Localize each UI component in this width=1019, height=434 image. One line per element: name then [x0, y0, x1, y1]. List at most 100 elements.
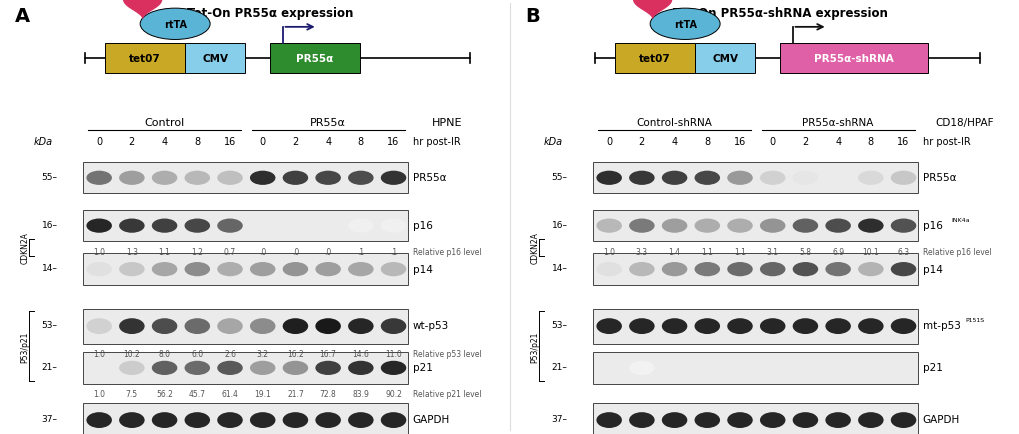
- Ellipse shape: [154, 177, 175, 184]
- Text: 11.0: 11.0: [385, 349, 401, 358]
- Bar: [592, 309, 917, 344]
- Text: 2: 2: [638, 137, 644, 147]
- Ellipse shape: [380, 171, 406, 185]
- Ellipse shape: [282, 319, 308, 334]
- Text: PR55α: PR55α: [921, 173, 955, 183]
- Ellipse shape: [794, 268, 815, 275]
- Text: Tet-On PR55α expression: Tet-On PR55α expression: [186, 7, 353, 20]
- Ellipse shape: [729, 418, 750, 427]
- Ellipse shape: [661, 219, 687, 233]
- Ellipse shape: [184, 171, 210, 185]
- Ellipse shape: [282, 412, 308, 428]
- Ellipse shape: [696, 418, 717, 427]
- Ellipse shape: [857, 319, 882, 334]
- Bar: [592, 210, 917, 242]
- Text: 45.7: 45.7: [189, 389, 206, 398]
- Text: 16: 16: [387, 137, 399, 147]
- Ellipse shape: [380, 219, 406, 233]
- Ellipse shape: [217, 412, 243, 428]
- Ellipse shape: [826, 225, 848, 232]
- Ellipse shape: [284, 418, 306, 427]
- Ellipse shape: [857, 263, 882, 276]
- Text: INK4a: INK4a: [950, 217, 969, 222]
- Text: p21: p21: [921, 362, 942, 372]
- Text: 1.1: 1.1: [734, 247, 745, 256]
- Ellipse shape: [824, 412, 850, 428]
- Text: 0: 0: [769, 137, 775, 147]
- Bar: [592, 352, 917, 384]
- Text: 16–: 16–: [42, 220, 58, 229]
- Ellipse shape: [252, 367, 273, 374]
- Text: kDa: kDa: [34, 137, 53, 147]
- Ellipse shape: [727, 263, 752, 276]
- Text: Tet-On PR55α-shRNA expression: Tet-On PR55α-shRNA expression: [672, 7, 887, 20]
- Bar: [83, 403, 408, 434]
- Ellipse shape: [217, 171, 243, 185]
- Text: 55–: 55–: [42, 172, 58, 181]
- Ellipse shape: [89, 177, 110, 184]
- Bar: [83, 163, 408, 194]
- Text: CDKN2A: CDKN2A: [20, 232, 30, 264]
- Ellipse shape: [761, 325, 783, 333]
- Polygon shape: [633, 0, 671, 19]
- Text: PR55α: PR55α: [310, 118, 345, 128]
- Text: 61.4: 61.4: [221, 389, 238, 398]
- Bar: [592, 210, 917, 242]
- Text: 21.7: 21.7: [286, 389, 304, 398]
- Text: 16.7: 16.7: [319, 349, 336, 358]
- Ellipse shape: [727, 171, 752, 185]
- Ellipse shape: [696, 325, 717, 333]
- Ellipse shape: [727, 412, 752, 428]
- Ellipse shape: [152, 412, 177, 428]
- Ellipse shape: [663, 225, 685, 232]
- Text: Control: Control: [145, 118, 184, 128]
- Ellipse shape: [252, 418, 273, 427]
- Ellipse shape: [219, 418, 240, 427]
- Text: 2.6: 2.6: [224, 349, 235, 358]
- Text: 3.2: 3.2: [257, 349, 268, 358]
- Bar: [592, 163, 917, 194]
- Ellipse shape: [661, 361, 687, 375]
- Text: 90.2: 90.2: [385, 389, 401, 398]
- Ellipse shape: [694, 319, 719, 334]
- Bar: [83, 163, 408, 194]
- Text: rtTA: rtTA: [163, 20, 186, 30]
- Ellipse shape: [87, 412, 112, 428]
- Ellipse shape: [186, 325, 208, 333]
- Text: 0: 0: [260, 137, 266, 147]
- Ellipse shape: [729, 225, 750, 232]
- Text: 16: 16: [733, 137, 745, 147]
- Ellipse shape: [119, 171, 145, 185]
- Text: tet07: tet07: [129, 54, 161, 64]
- Text: 1.1: 1.1: [159, 247, 170, 256]
- Ellipse shape: [824, 319, 850, 334]
- Ellipse shape: [315, 263, 340, 276]
- Ellipse shape: [694, 219, 719, 233]
- Ellipse shape: [186, 367, 208, 374]
- Ellipse shape: [663, 268, 685, 275]
- Ellipse shape: [184, 319, 210, 334]
- Text: 19.1: 19.1: [254, 389, 271, 398]
- Ellipse shape: [661, 412, 687, 428]
- Bar: [592, 163, 917, 194]
- Text: p16: p16: [412, 220, 432, 230]
- Ellipse shape: [284, 367, 306, 374]
- Ellipse shape: [382, 325, 404, 333]
- Text: 6.3: 6.3: [897, 247, 909, 256]
- Bar: [592, 254, 917, 285]
- Text: GAPDH: GAPDH: [921, 414, 959, 424]
- Ellipse shape: [759, 263, 785, 276]
- Text: 37–: 37–: [42, 414, 58, 423]
- Ellipse shape: [252, 325, 273, 333]
- Ellipse shape: [250, 319, 275, 334]
- Ellipse shape: [252, 177, 273, 184]
- Text: P151S: P151S: [964, 317, 983, 322]
- Text: 1.0: 1.0: [93, 389, 105, 398]
- Text: 8.0: 8.0: [158, 349, 170, 358]
- Text: .0: .0: [324, 247, 331, 256]
- Text: 55–: 55–: [551, 172, 568, 181]
- Ellipse shape: [826, 325, 848, 333]
- Text: 16.2: 16.2: [286, 349, 304, 358]
- Ellipse shape: [184, 263, 210, 276]
- Ellipse shape: [119, 263, 145, 276]
